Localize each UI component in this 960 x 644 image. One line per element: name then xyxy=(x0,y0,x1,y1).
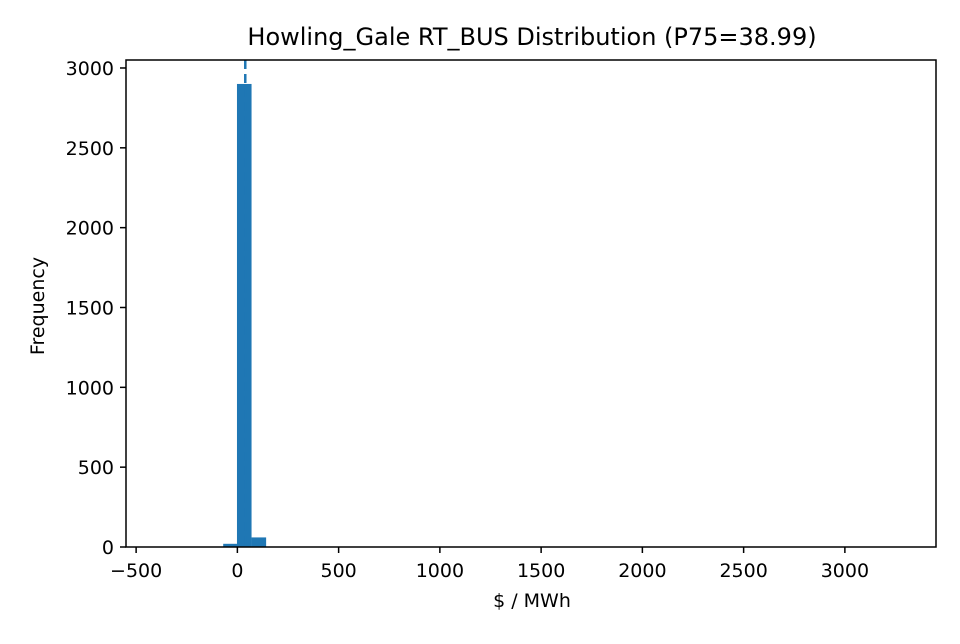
x-tick-label-6: 2500 xyxy=(719,560,767,582)
x-tick-label-5: 2000 xyxy=(618,560,666,582)
y-tick-label-2: 1000 xyxy=(66,377,114,399)
y-tick-label-6: 3000 xyxy=(66,58,114,80)
y-tick-label-0: 0 xyxy=(102,537,114,559)
y-tick-label-3: 1500 xyxy=(66,297,114,319)
y-tick-label-5: 2500 xyxy=(66,138,114,160)
chart-title: Howling_Gale RT_BUS Distribution (P75=38… xyxy=(247,23,816,51)
histogram-bar-3 xyxy=(252,537,267,547)
y-tick-label-1: 500 xyxy=(78,457,114,479)
x-tick-label-2: 500 xyxy=(320,560,356,582)
x-tick-label-1: 0 xyxy=(231,560,243,582)
x-tick-label-4: 1500 xyxy=(517,560,565,582)
bars-layer xyxy=(136,84,896,547)
x-axis-label: $ / MWh xyxy=(493,590,571,612)
x-tick-label-3: 1000 xyxy=(416,560,464,582)
y-tick-label-4: 2000 xyxy=(66,218,114,240)
x-tick-label-7: 3000 xyxy=(821,560,869,582)
x-tick-label-0: −500 xyxy=(110,560,162,582)
y-axis-label: Frequency xyxy=(27,257,49,355)
